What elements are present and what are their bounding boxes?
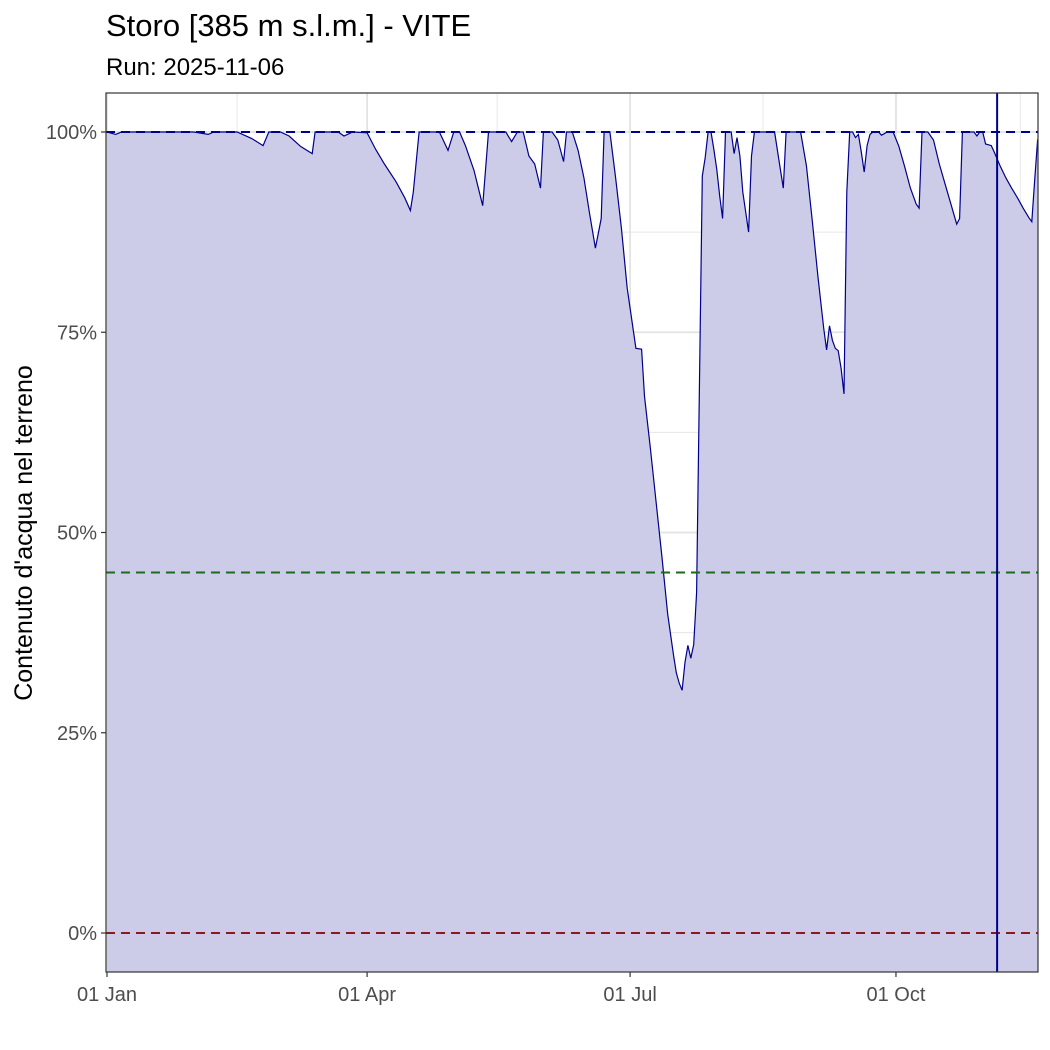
plot-area: 0% 25% 50% 75% 100% 01 Jan 01 Apr 01 Jul 01 Oct — [46, 92, 1039, 1006]
x-tick-label: 01 Oct — [867, 984, 926, 1006]
y-tick-label: 0% — [68, 923, 97, 945]
chart-title: Storo [385 m s.l.m.] - VITE — [106, 8, 471, 43]
y-tick-label: 75% — [57, 322, 97, 344]
y-tick-label: 100% — [46, 122, 97, 144]
y-tick-label: 25% — [57, 723, 97, 745]
soil-water-area — [107, 132, 1038, 972]
x-tick-label: 01 Jul — [603, 984, 656, 1006]
y-axis-label: Contenuto d'acqua nel terreno — [10, 365, 38, 701]
y-tick-label: 50% — [57, 523, 97, 545]
x-tick-label: 01 Apr — [338, 984, 396, 1006]
chart-subtitle: Run: 2025-11-06 — [106, 54, 284, 81]
x-tick-label: 01 Jan — [77, 984, 137, 1006]
